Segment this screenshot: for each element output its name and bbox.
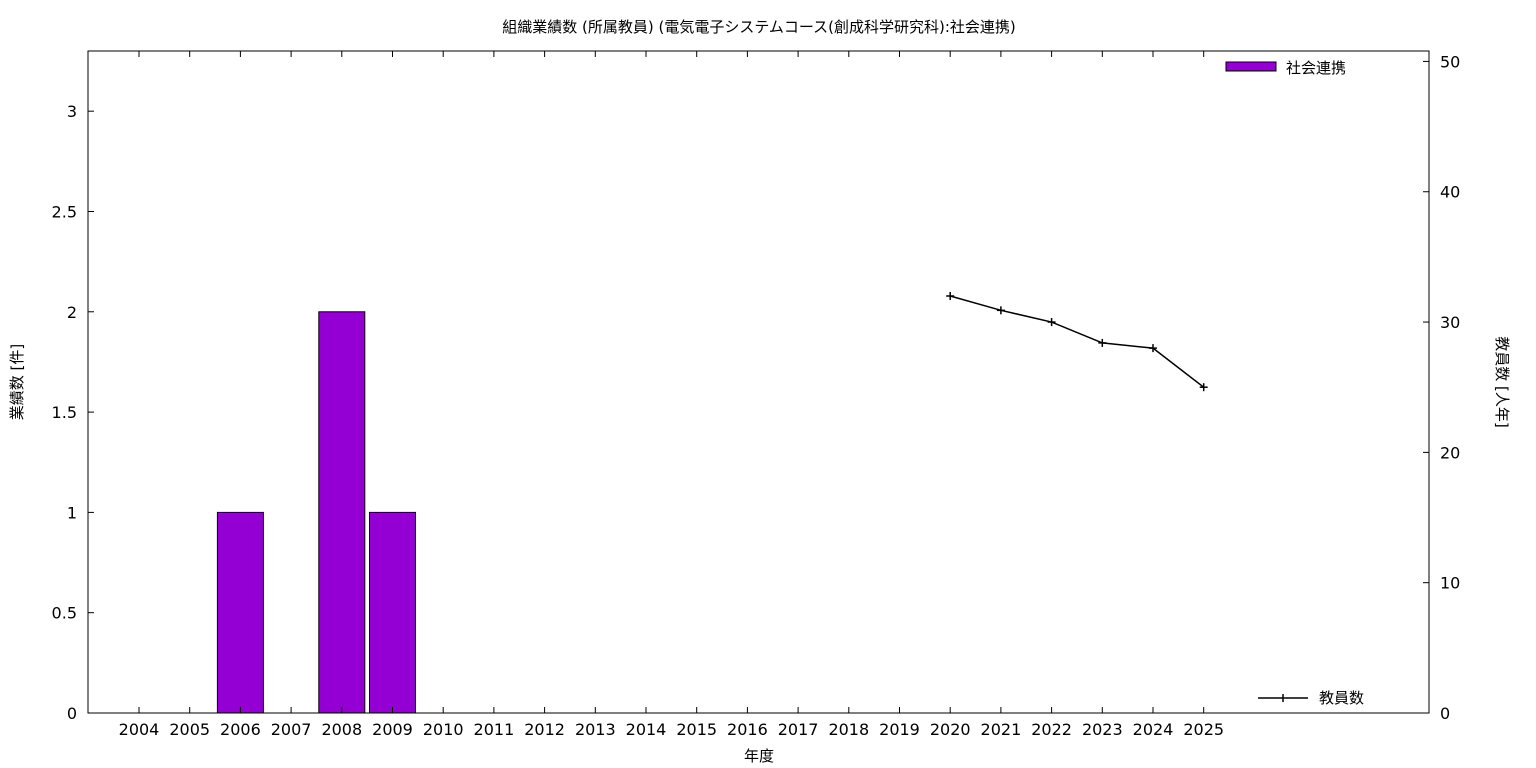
x-tick-label-2009: 2009 <box>372 720 413 739</box>
point-2020 <box>946 291 955 300</box>
x-tick-label-2014: 2014 <box>626 720 667 739</box>
point-2022 <box>1047 318 1056 327</box>
bar-2009 <box>369 511 416 714</box>
y2-axis-label: 教員数 [人年] <box>1493 336 1511 427</box>
y2-tick-label-20: 20 <box>1440 443 1460 462</box>
y-tick-label-1: 1 <box>67 503 77 522</box>
point-2025 <box>1199 383 1208 392</box>
y-tick-label-3: 3 <box>67 102 77 121</box>
y-tick-label-0: 0 <box>67 704 77 723</box>
bar-2006 <box>216 511 264 714</box>
point-2021 <box>996 306 1005 315</box>
x-tick-label-2011: 2011 <box>474 720 515 739</box>
legend-bars: 社会連携 <box>1225 59 1346 77</box>
y-tick-label-0.5: 0.5 <box>52 604 77 623</box>
x-tick-label-2020: 2020 <box>930 720 971 739</box>
x-tick-label-2022: 2022 <box>1031 720 1072 739</box>
axis-ticks <box>88 51 1429 714</box>
point-2024 <box>1149 344 1157 353</box>
x-tick-label-2018: 2018 <box>828 720 869 739</box>
y2-tick-label-30: 30 <box>1440 313 1460 332</box>
line-series <box>946 291 1208 392</box>
x-tick-label-2010: 2010 <box>423 720 464 739</box>
x-tick-label-2023: 2023 <box>1082 720 1123 739</box>
legend-bar-label: 社会連携 <box>1286 59 1346 77</box>
x-tick-label-2012: 2012 <box>524 720 565 739</box>
bar-series <box>216 311 416 714</box>
y2-tick-label-0: 0 <box>1440 704 1450 723</box>
y2-axis-tick-labels: 0 10 20 30 40 50 <box>1440 52 1460 723</box>
x-tick-label-2021: 2021 <box>981 720 1022 739</box>
legend-line: 教員数 <box>1258 689 1364 707</box>
plot-area <box>87 50 1430 714</box>
x-tick-label-2025: 2025 <box>1183 720 1224 739</box>
x-tick-label-2016: 2016 <box>727 720 768 739</box>
x-tick-label-2024: 2024 <box>1133 720 1174 739</box>
y-axis-tick-labels: 0 0.5 1 1.5 2 2.5 3 <box>52 102 77 723</box>
x-tick-label-2004: 2004 <box>119 720 160 739</box>
x-axis-label: 年度 <box>744 747 774 765</box>
y-tick-label-2.5: 2.5 <box>52 202 77 221</box>
x-tick-label-2006: 2006 <box>220 720 261 739</box>
faculty-count-line <box>949 295 1205 388</box>
y-tick-label-1.5: 1.5 <box>52 403 77 422</box>
x-tick-label-2019: 2019 <box>879 720 920 739</box>
x-axis-tick-labels: 2004 2005 2006 2007 2008 2009 2010 2011 2012 2013… <box>119 720 1224 739</box>
legend-line-label: 教員数 <box>1319 689 1364 707</box>
x-tick-label-2007: 2007 <box>271 720 312 739</box>
point-2023 <box>1098 338 1107 347</box>
x-tick-label-2015: 2015 <box>676 720 717 739</box>
legend-bar-swatch <box>1225 61 1277 72</box>
x-tick-label-2013: 2013 <box>575 720 616 739</box>
x-tick-label-2005: 2005 <box>169 720 210 739</box>
y-tick-label-2: 2 <box>67 303 77 322</box>
x-tick-label-2008: 2008 <box>321 720 362 739</box>
x-tick-label-2017: 2017 <box>778 720 819 739</box>
y2-tick-label-10: 10 <box>1440 574 1460 593</box>
y-axis-label: 業績数 [件] <box>8 344 26 420</box>
chart-title: 組織業績数 (所属教員) (電気電子システムコース(創成科学研究科):社会連携) <box>502 18 1016 36</box>
y2-tick-label-40: 40 <box>1440 183 1460 202</box>
bar-2008 <box>318 311 366 714</box>
y2-tick-label-50: 50 <box>1440 52 1460 71</box>
